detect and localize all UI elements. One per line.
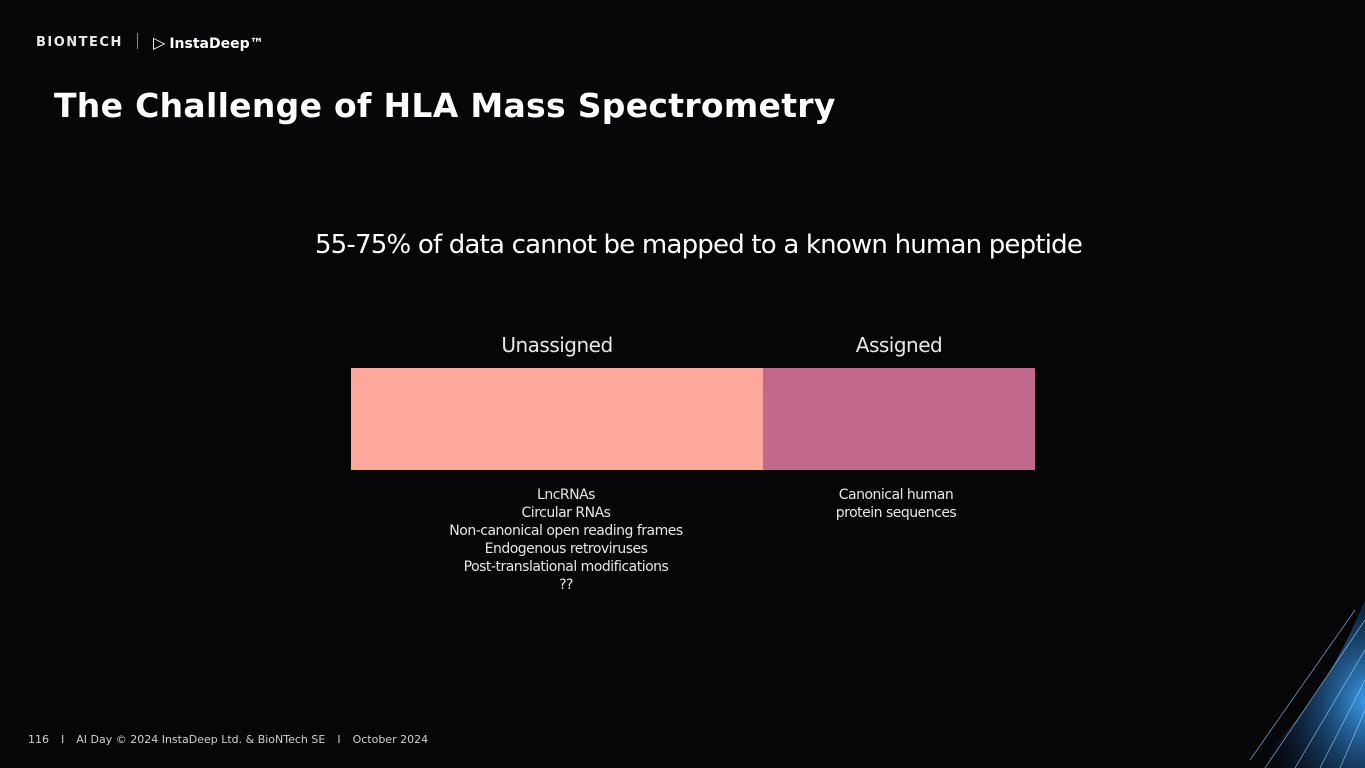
biontech-logo: BIONTECH [36,35,123,50]
list-item: Endogenous retroviruses [484,541,648,557]
assigned-bar [763,368,1035,470]
segment-label: Assigned [855,333,943,357]
slide-title: The Challenge of HLA Mass Spectrometry [54,86,836,125]
particle-lines [1249,609,1365,768]
footer: 116 I AI Day © 2024 InstaDeep Ltd. & BioNT… [28,733,440,746]
footer-event: AI Day © 2024 InstaDeep Ltd. & BioNTech … [76,733,326,746]
list-item: Non-canonical open reading frames [449,523,683,539]
list-item: protein sequences [835,505,957,521]
logo-separator [137,33,138,49]
logo-text: InstaDeep™ [169,36,264,52]
logo-icon: ▷ [153,33,166,52]
footer-separator: I [337,733,341,746]
list-item: Canonical human [838,487,954,503]
unassigned-bar [351,368,763,470]
list-item: ?? [559,577,573,593]
list-item: Circular RNAs [521,505,611,521]
footer-date: October 2024 [352,733,429,746]
glow [1245,600,1365,768]
headline: 55-75% of data cannot be mapped to a kno… [314,230,1083,260]
assigned-list: Canonical human protein sequences [763,486,1029,522]
footer-separator: I [61,733,65,746]
segment-label: Unassigned [501,333,613,357]
corner-decoration [1245,600,1365,768]
list-item: LncRNAs [537,487,595,503]
page-number: 116 [28,733,49,746]
list-item: Post-translational modifications [463,559,669,575]
instadeep-logo: ▷ InstaDeep™ [153,33,264,52]
unassigned-list: LncRNAs Circular RNAs Non-canonical open r… [351,486,781,594]
